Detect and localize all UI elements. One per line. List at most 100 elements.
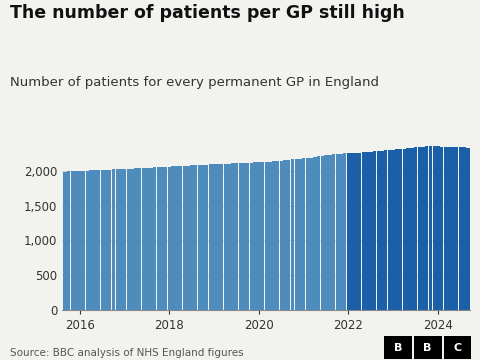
Bar	[101, 170, 104, 310]
Bar	[392, 149, 395, 310]
Bar	[317, 156, 320, 310]
Bar	[153, 167, 156, 310]
Bar	[164, 167, 168, 310]
Bar	[332, 154, 335, 310]
Bar	[250, 163, 253, 310]
Bar	[71, 171, 74, 310]
Bar	[78, 171, 82, 310]
Bar	[205, 165, 208, 310]
Bar	[403, 149, 406, 310]
Bar	[127, 169, 130, 310]
Bar	[287, 160, 290, 310]
Bar	[145, 168, 149, 310]
Bar	[209, 165, 212, 310]
Bar	[377, 151, 380, 310]
Bar	[242, 163, 246, 310]
Bar	[361, 152, 365, 310]
Bar	[339, 154, 343, 310]
Bar	[82, 171, 85, 310]
Bar	[276, 161, 279, 310]
Bar	[272, 161, 276, 310]
Bar	[235, 163, 238, 310]
Bar	[179, 166, 182, 310]
Bar	[168, 167, 171, 310]
Bar	[213, 165, 216, 310]
Bar	[283, 160, 287, 310]
Bar	[108, 170, 111, 310]
Bar	[384, 150, 387, 310]
Bar	[410, 148, 414, 310]
Bar	[123, 169, 126, 310]
Bar	[407, 148, 410, 310]
Text: The number of patients per GP still high: The number of patients per GP still high	[10, 4, 404, 22]
Bar	[429, 146, 432, 310]
Bar	[298, 159, 302, 310]
Bar	[93, 170, 96, 310]
Bar	[231, 163, 235, 310]
Bar	[175, 166, 179, 310]
Bar	[89, 170, 93, 310]
Bar	[280, 161, 283, 310]
Bar	[239, 163, 242, 310]
Bar	[156, 167, 160, 310]
Bar	[264, 162, 268, 310]
Text: B: B	[423, 343, 432, 352]
Bar	[444, 147, 447, 310]
Bar	[97, 170, 100, 310]
Bar	[198, 165, 201, 310]
Bar	[313, 157, 317, 310]
Bar	[343, 153, 347, 310]
Bar	[373, 151, 376, 310]
Bar	[194, 165, 197, 310]
Bar	[380, 150, 384, 310]
Bar	[142, 168, 145, 310]
Bar	[388, 150, 391, 310]
Bar	[310, 158, 313, 310]
Bar	[328, 155, 332, 310]
Bar	[358, 153, 361, 310]
Text: Source: BBC analysis of NHS England figures: Source: BBC analysis of NHS England figu…	[10, 348, 243, 358]
Text: C: C	[454, 343, 461, 352]
Bar	[253, 162, 257, 310]
Bar	[336, 154, 339, 310]
Bar	[447, 147, 451, 310]
Bar	[190, 165, 193, 310]
Bar	[350, 153, 354, 310]
Bar	[85, 171, 89, 310]
Bar	[216, 164, 220, 310]
Bar	[220, 164, 223, 310]
Bar	[104, 170, 108, 310]
Bar	[302, 158, 305, 310]
Bar	[134, 168, 138, 310]
Bar	[421, 147, 425, 310]
Bar	[67, 171, 71, 310]
Bar	[455, 147, 458, 310]
Bar	[432, 146, 436, 310]
Bar	[261, 162, 264, 310]
Bar	[324, 155, 328, 310]
Bar	[201, 165, 204, 310]
Bar	[436, 146, 440, 310]
Bar	[228, 164, 231, 310]
Bar	[138, 168, 141, 310]
Bar	[119, 169, 123, 310]
Bar	[369, 152, 372, 310]
Bar	[74, 171, 78, 310]
Bar	[399, 149, 402, 310]
Bar	[171, 166, 175, 310]
Bar	[418, 147, 421, 310]
Bar	[458, 147, 462, 310]
Text: Number of patients for every permanent GP in England: Number of patients for every permanent G…	[10, 76, 379, 89]
Bar	[451, 147, 455, 310]
Bar	[224, 164, 227, 310]
Bar	[347, 153, 350, 310]
Bar	[257, 162, 261, 310]
Bar	[246, 163, 250, 310]
Bar	[112, 170, 115, 310]
Bar	[131, 168, 134, 310]
Bar	[395, 149, 399, 310]
Bar	[365, 152, 369, 310]
Bar	[116, 169, 119, 310]
Bar	[425, 146, 429, 310]
Bar	[306, 158, 309, 310]
